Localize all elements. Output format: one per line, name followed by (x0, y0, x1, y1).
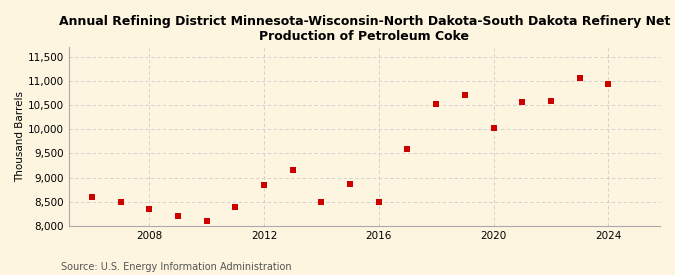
Text: Source: U.S. Energy Information Administration: Source: U.S. Energy Information Administ… (61, 262, 292, 272)
Point (259, 183, 269, 187)
Point (345, 182, 356, 186)
Point (230, 204, 241, 209)
Point (460, 93, 470, 98)
Point (574, 76, 585, 81)
Point (288, 168, 298, 172)
Point (603, 82, 614, 86)
Point (115, 199, 126, 204)
Point (431, 102, 441, 106)
Point (545, 99, 556, 103)
Point (373, 199, 384, 204)
Point (201, 219, 212, 223)
Point (517, 100, 528, 104)
Point (86, 195, 97, 199)
Point (488, 126, 499, 130)
Point (316, 199, 327, 204)
Y-axis label: Thousand Barrels: Thousand Barrels (15, 91, 25, 182)
Point (144, 207, 155, 211)
Point (173, 214, 184, 218)
Point (402, 146, 413, 151)
Title: Annual Refining District Minnesota-Wisconsin-North Dakota-South Dakota Refinery : Annual Refining District Minnesota-Wisco… (59, 15, 670, 43)
